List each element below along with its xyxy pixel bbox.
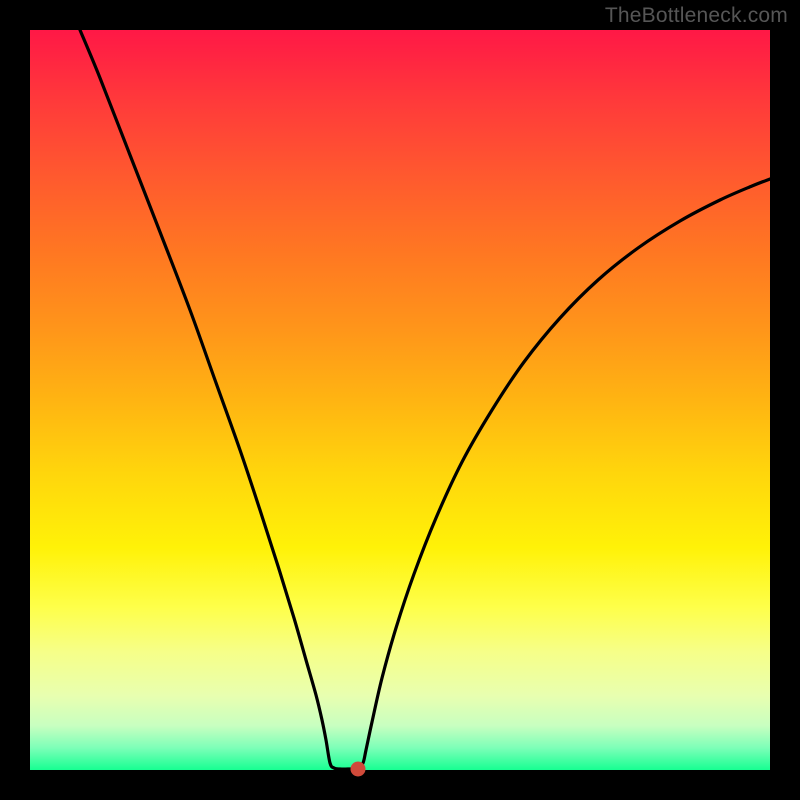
chart-container: TheBottleneck.com [0,0,800,800]
optimum-marker-icon [351,762,366,777]
curve-layer [0,0,800,800]
watermark-text: TheBottleneck.com [605,4,788,28]
bottleneck-curve [80,30,770,769]
